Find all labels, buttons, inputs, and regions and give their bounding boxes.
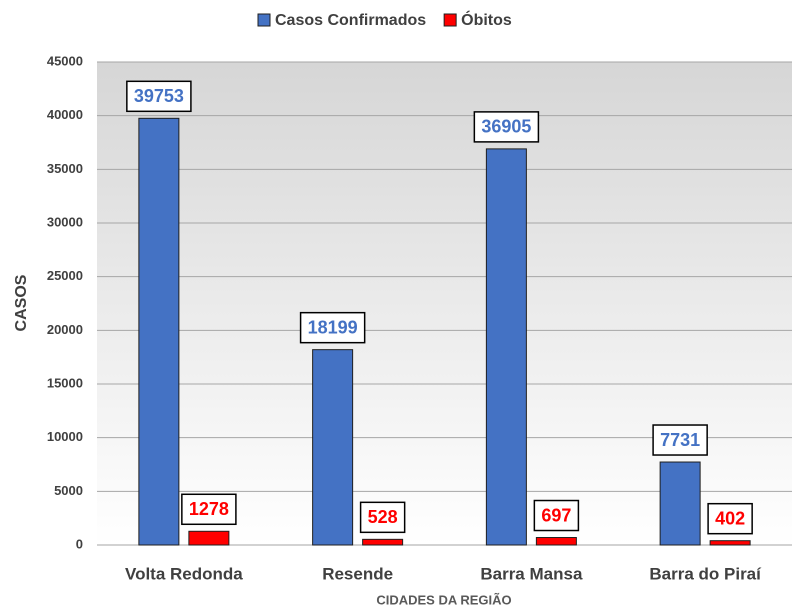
legend-swatch [443,13,457,27]
legend-label: Casos Confirmados [275,12,426,29]
bar [312,349,354,546]
y-tick-label: 35000 [47,161,83,176]
x-tick-label: Barra do Piraí [649,564,762,583]
y-tick-label: 10000 [47,429,83,444]
bar [362,538,404,546]
data-label-box [533,499,580,532]
data-label: 697 [541,505,571,525]
y-tick-label: 40000 [47,107,83,122]
x-tick-label: Resende [322,564,393,583]
bar [709,540,751,546]
data-label: 18199 [308,317,358,337]
x-tick-label: Barra Mansa [480,564,583,583]
y-tick-label: 5000 [54,483,83,498]
y-tick-label: 30000 [47,214,83,229]
data-label: 39753 [134,86,184,106]
data-label-box [126,80,192,113]
y-tick-label: 20000 [47,322,83,337]
y-tick-label: 0 [76,536,83,551]
x-axis-title: CIDADES DA REGIÃO [376,592,511,607]
bar [535,537,577,546]
y-axis-title: CASOS [13,274,30,331]
data-label-box [359,501,406,534]
data-label: 1278 [189,499,229,519]
data-label-box [473,111,540,143]
x-tick-label: Volta Redonda [125,564,243,583]
data-label: 402 [715,508,745,528]
bar [659,461,701,546]
data-label: 36905 [481,117,531,137]
data-label-box [181,493,237,526]
bar [485,148,527,546]
bar [138,117,180,546]
data-label: 528 [368,507,398,527]
data-label-box [652,424,708,456]
y-tick-label: 25000 [47,268,83,283]
legend-label: Óbitos [461,10,512,29]
y-tick-label: 15000 [47,375,83,390]
data-label-box [707,502,753,535]
data-label: 7731 [660,430,700,450]
bar [188,530,230,546]
y-tick-label: 45000 [47,53,83,68]
legend-swatch [257,13,271,27]
data-label-box [299,311,366,344]
